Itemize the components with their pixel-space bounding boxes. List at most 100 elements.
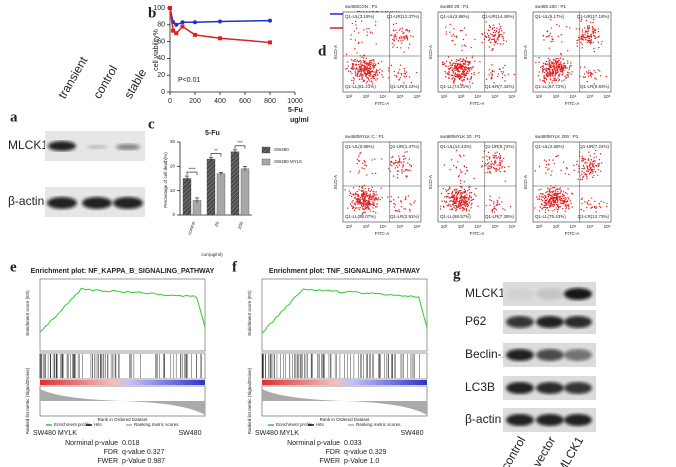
event-dot <box>591 29 594 31</box>
stat-value: 0.033 <box>344 440 362 447</box>
event-dot <box>589 166 591 168</box>
event-dot <box>355 24 357 26</box>
flow-tick-label: 10² <box>536 224 543 229</box>
event-dot <box>403 82 405 84</box>
event-dot <box>469 61 471 63</box>
event-dot <box>498 203 501 206</box>
event-dot <box>485 36 488 38</box>
event-dot <box>462 70 464 72</box>
event-dot <box>499 25 502 28</box>
event-dot <box>395 38 398 40</box>
event-dot <box>492 31 495 34</box>
event-dot <box>363 60 366 62</box>
event-dot <box>552 203 554 206</box>
event-dot <box>576 160 578 162</box>
event-dot <box>354 20 357 23</box>
event-dot <box>463 68 465 71</box>
event-dot <box>370 63 372 66</box>
legend-label: Ranking metric scores <box>134 422 179 427</box>
event-dot <box>464 45 467 47</box>
event-dot <box>354 39 357 41</box>
event-dot <box>543 198 546 200</box>
event-dot <box>586 166 588 169</box>
event-dot <box>536 196 538 198</box>
event-dot <box>541 68 544 70</box>
event-dot <box>558 75 560 77</box>
event-dot <box>555 192 557 194</box>
event-dot <box>606 205 608 208</box>
event-dot <box>499 170 501 173</box>
event-dot <box>449 168 451 171</box>
event-dot <box>373 66 376 69</box>
event-dot <box>455 166 457 168</box>
y-tick-label: 20 <box>157 72 165 79</box>
event-dot <box>368 202 371 204</box>
event-dot <box>467 61 470 63</box>
event-dot <box>465 208 467 210</box>
event-dot <box>464 74 467 76</box>
event-dot <box>458 174 460 176</box>
event-dot <box>354 70 357 72</box>
event-dot <box>398 158 401 160</box>
event-dot <box>464 68 466 70</box>
event-dot <box>585 20 588 22</box>
event-dot <box>362 64 364 67</box>
event-dot <box>345 53 348 56</box>
flow-tick-label: 10² <box>346 94 353 99</box>
event-dot <box>375 70 377 72</box>
event-dot <box>463 62 465 65</box>
event-dot <box>451 190 454 193</box>
event-dot <box>485 204 488 207</box>
event-dot <box>592 27 594 29</box>
event-dot <box>593 19 595 21</box>
event-dot <box>549 75 551 77</box>
event-dot <box>547 74 549 76</box>
event-dot <box>563 65 565 67</box>
event-dot <box>549 197 552 199</box>
event-dot <box>351 201 353 204</box>
event-dot <box>353 209 356 212</box>
event-dot <box>493 38 495 40</box>
event-dot <box>587 31 589 33</box>
event-dot <box>397 40 400 42</box>
event-dot <box>588 164 591 167</box>
event-dot <box>498 169 500 171</box>
event-dot <box>393 206 396 208</box>
event-dot <box>543 159 546 161</box>
event-dot <box>445 65 447 67</box>
event-dot <box>397 73 399 75</box>
event-dot <box>457 161 459 163</box>
event-dot <box>376 78 378 80</box>
event-dot <box>555 67 558 70</box>
event-dot <box>356 190 358 193</box>
event-dot <box>463 78 465 81</box>
event-dot <box>554 70 557 72</box>
event-dot <box>397 166 399 168</box>
event-dot <box>358 188 360 191</box>
event-dot <box>551 196 554 198</box>
event-dot <box>589 35 591 38</box>
event-dot <box>496 157 498 159</box>
event-dot <box>558 25 561 27</box>
event-dot <box>460 64 462 66</box>
x-axis-label: con(ug/ml) <box>201 252 223 257</box>
event-dot <box>565 204 567 206</box>
event-dot <box>351 22 354 25</box>
event-dot <box>600 206 602 209</box>
event-dot <box>573 169 575 172</box>
event-dot <box>587 71 589 74</box>
event-dot <box>594 77 596 79</box>
event-dot <box>456 63 459 66</box>
event-dot <box>593 157 595 159</box>
event-dot <box>543 39 545 41</box>
event-dot <box>451 69 454 71</box>
event-dot <box>453 201 456 203</box>
event-dot <box>495 170 497 173</box>
event-dot <box>370 189 373 191</box>
event-dot <box>545 69 548 72</box>
event-dot <box>358 200 360 202</box>
quadrant-label: Q1-LL(75.43%) <box>535 214 566 219</box>
blot-band <box>564 288 592 300</box>
event-dot <box>593 174 595 177</box>
event-dot <box>377 197 380 199</box>
